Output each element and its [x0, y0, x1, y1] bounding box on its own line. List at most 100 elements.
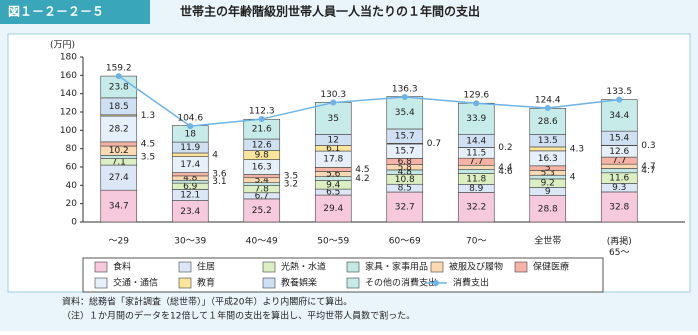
legend-swatch [347, 262, 359, 272]
value-label: 4.5 [141, 139, 155, 149]
value-label: 9.2 [541, 179, 555, 189]
bar-segment [315, 167, 351, 171]
value-label: 9.4 [326, 180, 341, 190]
legend-label: 家具・家事用品 [365, 261, 428, 273]
value-label: 11.6 [609, 174, 629, 184]
value-label: 15.4 [609, 134, 629, 144]
x-tick-label: 全世帯 [534, 235, 561, 247]
value-label: 34.4 [609, 111, 629, 121]
value-label: 159.2 [106, 64, 132, 74]
value-label: 16.3 [252, 163, 272, 173]
legend-swatch [347, 278, 359, 288]
line-point [330, 100, 336, 106]
line-point [473, 100, 479, 106]
value-label: 4.7 [641, 162, 655, 172]
value-label: 4.3 [570, 144, 584, 154]
line-point [259, 116, 265, 122]
legend-swatch [179, 278, 191, 288]
line-point [187, 123, 193, 129]
legend-label: 教育 [197, 277, 215, 289]
legend-label: 消費支出 [453, 277, 489, 289]
y-tick-label: 120 [60, 108, 77, 118]
value-label: 16.3 [538, 154, 558, 164]
value-label: 11.9 [180, 143, 200, 153]
value-label: 32.7 [395, 203, 415, 213]
chart-title: 世帯主の年齢階級別世帯人員一人当たりの１年間の支出 [180, 4, 480, 19]
legend-swatch [515, 262, 527, 272]
legend-label: 教養娯楽 [281, 277, 317, 289]
value-label: 32.8 [609, 202, 629, 212]
value-label: 25.2 [252, 206, 272, 216]
value-label: 10.2 [109, 146, 129, 156]
value-label: 8.9 [469, 184, 484, 194]
value-label: 7.7 [469, 157, 483, 167]
value-label: 7.7 [612, 156, 626, 166]
value-label: 12.1 [180, 191, 200, 201]
legend-label: 食料 [113, 261, 131, 273]
legend-label: 被服及び履物 [449, 261, 503, 273]
value-label: 4.2 [355, 174, 369, 184]
value-label: 21.6 [252, 125, 272, 135]
value-label: 12 [328, 135, 339, 145]
x-tick-label: 60～69 [389, 237, 421, 247]
y-tick-label: 140 [60, 89, 77, 99]
value-label: 12.6 [252, 140, 272, 150]
value-label: 104.6 [177, 114, 203, 124]
line-point [116, 73, 122, 79]
y-tick-label: 0 [71, 218, 77, 228]
y-tick-label: 180 [60, 53, 77, 63]
line-point [402, 94, 408, 100]
value-label: 4 [570, 173, 576, 183]
legend-label: 光熱・水道 [281, 261, 326, 273]
value-label: 3.5 [284, 172, 298, 182]
figure-label: 図１－２－２－５ [8, 5, 104, 19]
bar-segment [244, 175, 280, 178]
value-label: 9.3 [612, 183, 626, 193]
y-tick-label: 100 [60, 126, 77, 136]
value-label: 124.4 [535, 95, 561, 105]
value-label: 136.3 [392, 85, 418, 95]
x-tick-label: ～29 [109, 237, 130, 247]
bar-segment [101, 142, 137, 146]
bar-segment [601, 168, 637, 172]
value-label: 27.4 [109, 173, 129, 183]
value-label: 18.5 [109, 102, 129, 112]
value-label: 28.2 [109, 124, 129, 134]
value-label: 8.5 [398, 184, 412, 194]
value-label: 13.5 [538, 136, 558, 146]
value-label: 23.4 [180, 207, 200, 217]
value-label: 35.4 [395, 108, 415, 118]
x-tick-label: 70～ [466, 237, 486, 247]
value-label: 0.3 [641, 141, 655, 151]
note: 資料：総務省「家計調査（総世帯）」（平成20年）より内閣府にて算出。 [62, 296, 352, 308]
legend-swatch [431, 262, 443, 272]
value-label: 32.2 [466, 203, 486, 213]
y-tick-label: 60 [66, 163, 78, 173]
value-label: 15.7 [395, 132, 415, 142]
value-label: 11.8 [466, 174, 486, 184]
value-label: 130.3 [320, 90, 346, 100]
x-tick-label: 40～49 [246, 237, 278, 247]
bar-segment [458, 169, 494, 173]
line-point [616, 97, 622, 103]
value-label: 34.7 [109, 202, 129, 212]
legend-swatch [95, 278, 107, 288]
value-label: 15.7 [395, 147, 415, 157]
value-label: 14.4 [466, 136, 486, 146]
value-label: 1.3 [141, 111, 155, 121]
value-label: 18 [185, 129, 197, 139]
value-label: 9.8 [255, 151, 270, 161]
legend-label: 保健医療 [533, 261, 569, 273]
value-label: 3.6 [212, 170, 227, 180]
legend-label: 住居 [197, 261, 215, 273]
value-label: 4.4 [498, 163, 513, 173]
legend-swatch [179, 262, 191, 272]
value-label: 11.5 [466, 148, 486, 158]
legend-swatch [263, 262, 275, 272]
value-label: 0.2 [498, 143, 512, 153]
value-label: 33.9 [466, 114, 486, 124]
value-label: 28.8 [538, 204, 558, 214]
value-label: 112.3 [249, 107, 275, 117]
value-label: 0.7 [427, 139, 441, 149]
